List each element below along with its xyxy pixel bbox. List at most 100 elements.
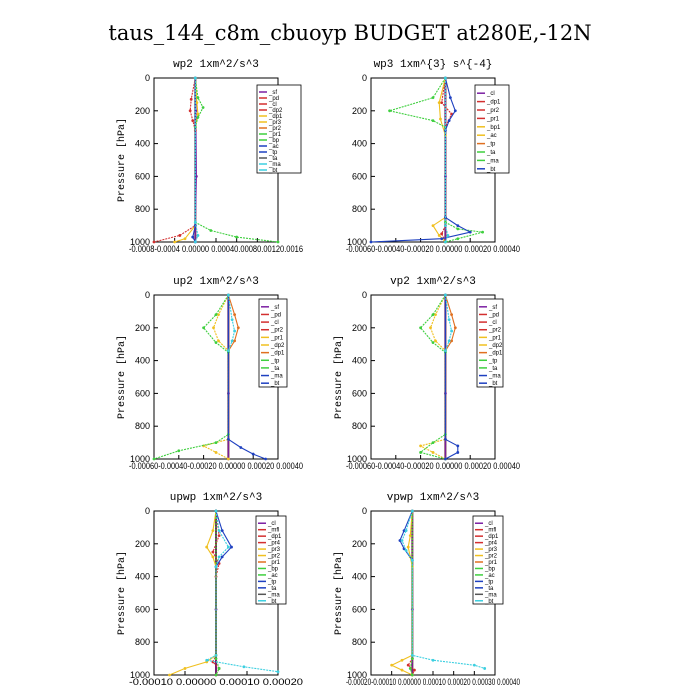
- legend-box: [258, 298, 288, 388]
- data-point: [201, 106, 205, 109]
- data-point: [431, 96, 435, 100]
- legend: _sf_pd _cl _pr2_pr1 _dp2 _dp1_tp _ta _ma_bt: [476, 298, 504, 388]
- data-point: [388, 109, 391, 113]
- panel-title: vpwp 1xm^2/s^3: [387, 492, 479, 504]
- legend-label: _ac: [484, 573, 495, 579]
- plot-frame: [370, 294, 496, 460]
- legend-label: _bp1: [486, 125, 501, 131]
- series-line: [444, 295, 459, 460]
- data-point: [212, 326, 215, 330]
- y-tick-label: 0: [145, 506, 150, 516]
- legend-label: _dp2: [488, 343, 503, 349]
- data-point: [211, 555, 215, 559]
- legend-label: _ta: [484, 586, 494, 592]
- legend-label: _ma: [486, 158, 499, 164]
- series-line: [205, 510, 279, 673]
- legend-label: _pr2: [486, 108, 500, 114]
- panel-title: up2 1xm^2/s^3: [173, 276, 259, 288]
- y-axis-label: Pressure [hPa]: [333, 335, 345, 419]
- panel-3: up2 1xm^2/s^3 Pressure [hPa] 0 200 400 600 800…: [116, 276, 303, 471]
- data-point: [152, 457, 156, 461]
- legend-label: _mfl: [267, 528, 279, 534]
- data-point: [447, 318, 451, 321]
- panels: wp2 1xm^2/s^3 Pressure [hPa] 0 200 400 600 800…: [116, 59, 520, 687]
- data-point: [242, 665, 246, 669]
- legend-label: _bp: [484, 566, 496, 572]
- data-point: [217, 313, 220, 317]
- y-tick-label: 800: [352, 204, 367, 214]
- legend-label: _mfl: [484, 528, 496, 534]
- data-point: [227, 457, 230, 461]
- data-point: [183, 667, 187, 670]
- data-point: [431, 658, 435, 662]
- x-tick-labels: -0.0008-0.0004 0.00000 0.00040.00080.001…: [129, 244, 303, 254]
- y-tick-label: 0: [145, 73, 150, 83]
- y-tick-label: 600: [352, 388, 367, 398]
- data-point: [276, 670, 280, 674]
- data-point: [410, 509, 414, 513]
- series-line: [194, 78, 199, 243]
- y-tick-label: 400: [135, 572, 150, 582]
- legend: _cl_mfl_dp1_pr4_pr3_pr2_pr1_bp_ac_tp_ta_…: [255, 515, 287, 605]
- data-point: [191, 235, 195, 239]
- data-point: [196, 115, 200, 119]
- data-point: [211, 529, 215, 533]
- data-point: [183, 237, 187, 241]
- data-point: [390, 663, 394, 667]
- data-point: [188, 109, 192, 113]
- data-point: [214, 509, 218, 513]
- legend: _cl _dp1 _pr2 _pr1 _bp1 _ac _tp _ta _ma _bt: [474, 84, 510, 174]
- data-point: [483, 667, 487, 670]
- data-point: [453, 109, 457, 113]
- data-point: [440, 237, 444, 241]
- y-tick-label: 400: [352, 356, 367, 366]
- y-tick-label: 0: [145, 290, 150, 300]
- data-point: [233, 329, 237, 333]
- data-point: [205, 545, 209, 549]
- data-point: [404, 548, 408, 552]
- data-point: [214, 657, 218, 660]
- panel-5: upwp 1xm^2/s^3 Pressure [hPa] 0 200 400 600 80…: [116, 492, 303, 687]
- data-point: [400, 658, 404, 662]
- data-point: [447, 119, 451, 123]
- data-point: [217, 339, 220, 343]
- data-point: [437, 234, 441, 237]
- y-tick-label: 200: [352, 539, 367, 549]
- y-tick-label: 600: [352, 604, 367, 614]
- data-point: [444, 224, 447, 228]
- legend-label: _ta: [267, 586, 277, 592]
- legend-label: _pr1: [488, 335, 502, 341]
- y-axis-label: Pressure [hPa]: [333, 551, 345, 635]
- data-point: [217, 534, 221, 537]
- legend-label: _pr3: [268, 120, 282, 126]
- data-point: [214, 341, 218, 344]
- data-point: [177, 449, 181, 453]
- data-point: [209, 229, 213, 232]
- data-point: [152, 240, 156, 244]
- data-point: [217, 529, 221, 533]
- panel-title: wp2 1xm^2/s^3: [173, 59, 259, 71]
- data-point: [406, 545, 410, 549]
- data-point: [434, 339, 437, 343]
- legend-label: _tp: [488, 358, 498, 364]
- legend-label: _bp: [267, 566, 279, 572]
- data-point: [404, 529, 408, 533]
- data-point: [419, 444, 422, 448]
- legend-label: _pr2: [488, 328, 502, 334]
- legend-label: _pd: [270, 312, 281, 318]
- data-point: [444, 76, 447, 80]
- data-point: [227, 545, 230, 549]
- data-point: [233, 339, 237, 343]
- legend-label: _dp2: [268, 108, 283, 114]
- panel-title: wp3 1xm^{3} s^{-4}: [374, 59, 493, 71]
- data-point: [230, 318, 234, 321]
- legend-label: _bt: [484, 599, 494, 605]
- legend-label: _cl: [268, 102, 277, 108]
- panel-title: upwp 1xm^2/s^3: [170, 492, 262, 504]
- legend-label: _dp1: [270, 351, 285, 357]
- legend-box: [472, 515, 504, 605]
- data-point: [468, 230, 472, 234]
- data-point: [408, 667, 412, 670]
- y-tick-label: 800: [352, 421, 367, 431]
- legend-label: _pr1: [484, 560, 498, 566]
